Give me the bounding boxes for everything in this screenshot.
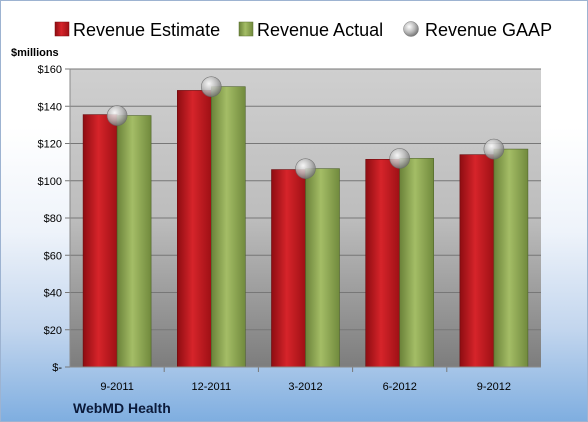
y-tick-label: $140 — [38, 101, 62, 113]
x-tick-label: 6-2012 — [383, 381, 417, 393]
bar-revenue-estimate — [82, 114, 118, 368]
bar-revenue-estimate — [271, 169, 306, 368]
y-tick-label: $20 — [44, 325, 62, 337]
gaap-markers — [106, 76, 505, 179]
x-tick-label: 9-2012 — [477, 381, 511, 393]
legend-label-actual: Revenue Actual — [257, 20, 383, 40]
marker-revenue-gaap — [389, 148, 411, 169]
bar-revenue-actual — [211, 86, 246, 368]
legend-swatch-estimate — [54, 21, 70, 37]
legend-item-revenue-gaap: Revenue GAAP — [403, 20, 552, 40]
y-tick-label: $120 — [38, 139, 62, 151]
bar-revenue-estimate — [177, 90, 212, 368]
y-tick-label: $60 — [44, 250, 62, 262]
legend-item-revenue-actual: Revenue Actual — [238, 20, 383, 40]
x-tick-label: 9-2011 — [100, 381, 133, 393]
bar-revenue-estimate — [365, 159, 401, 368]
y-tick-labels: $- $20 $40 $60 $80 $100 $120 $140 $160 — [38, 64, 63, 374]
bar-revenue-actual — [116, 115, 152, 368]
x-tick-label: 12-2011 — [192, 381, 232, 393]
bar-revenue-actual — [399, 158, 435, 368]
legend-label-estimate: Revenue Estimate — [73, 20, 220, 40]
y-tick-label: $100 — [38, 176, 62, 188]
x-tick-labels: 9-2011 12-2011 3-2012 6-2012 9-2012 — [100, 381, 511, 393]
bars — [82, 86, 529, 368]
legend-swatch-gaap — [403, 21, 419, 37]
company-name: WebMD Health — [73, 400, 171, 416]
bar-revenue-actual — [493, 148, 529, 368]
y-axis-units: $millions — [11, 47, 59, 59]
marker-revenue-gaap — [106, 105, 128, 126]
marker-revenue-gaap — [295, 158, 316, 179]
legend-swatch-actual — [238, 21, 254, 37]
y-tick-label: $80 — [44, 213, 62, 225]
x-tick-label: 3-2012 — [288, 381, 322, 393]
bar-revenue-estimate — [459, 154, 495, 368]
y-tick-label: $40 — [44, 288, 62, 300]
legend-label-gaap: Revenue GAAP — [425, 20, 552, 40]
y-tick-label: $160 — [38, 64, 62, 76]
legend-item-revenue-estimate: Revenue Estimate — [54, 20, 220, 40]
legend: Revenue Estimate Revenue Actual Revenue … — [54, 20, 552, 40]
bar-revenue-actual — [305, 168, 340, 368]
marker-revenue-gaap — [483, 138, 505, 160]
marker-revenue-gaap — [201, 76, 222, 97]
y-tick-label: $- — [52, 362, 62, 374]
